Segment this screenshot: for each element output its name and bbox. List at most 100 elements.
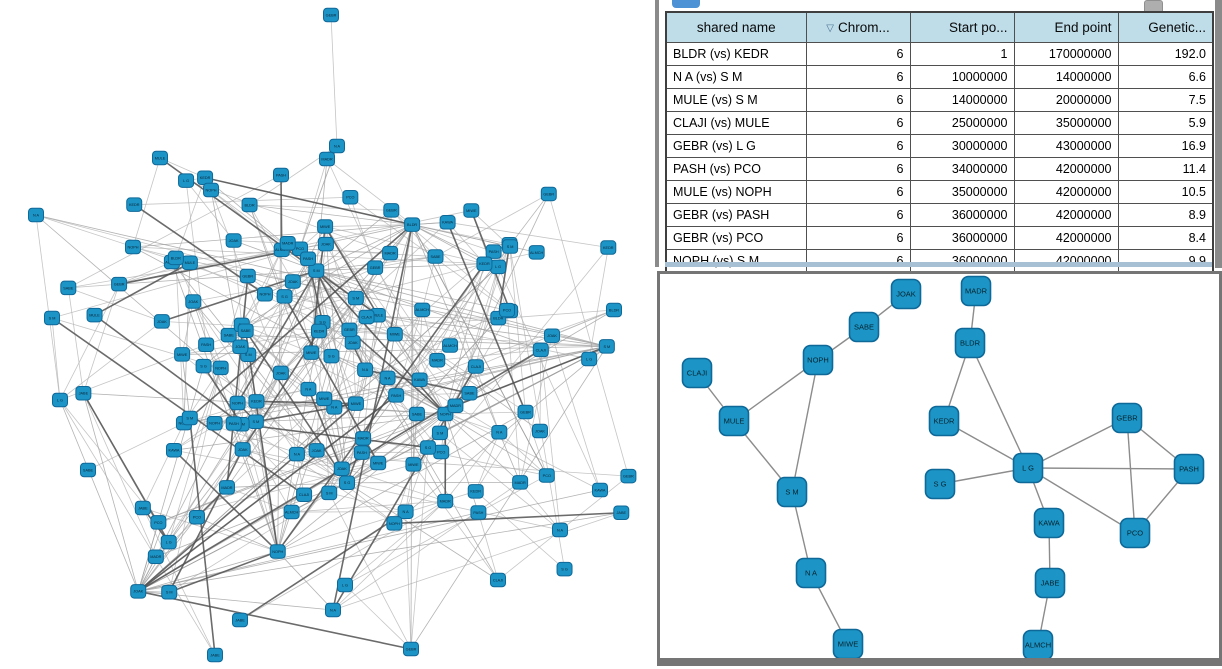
network-node[interactable]: JABE — [232, 612, 248, 628]
network-node[interactable]: BLDR — [954, 327, 986, 359]
network-node[interactable]: MULE — [718, 405, 750, 437]
network-node[interactable]: L G — [581, 351, 598, 367]
network-node[interactable]: MADR — [512, 475, 529, 490]
network-node[interactable]: ALMCH — [528, 245, 545, 260]
edge-table-row[interactable]: GEBR (vs) PASH 6 36000000 42000000 8.9 — [665, 203, 1214, 227]
cell-start-position[interactable]: 25000000 — [909, 111, 1015, 135]
network-node[interactable]: N A — [379, 370, 396, 386]
cell-start-position[interactable]: 1 — [909, 42, 1015, 66]
network-node[interactable]: MIWE — [347, 396, 364, 411]
network-node[interactable]: GEBR — [383, 203, 400, 218]
network-node[interactable]: JOAK — [317, 236, 334, 252]
network-node[interactable]: MIWE — [317, 219, 334, 234]
network-node[interactable]: JOAK — [890, 278, 922, 310]
network-node[interactable]: N A — [397, 504, 414, 519]
network-node[interactable]: KEDR — [476, 256, 493, 271]
network-node[interactable]: S G — [339, 475, 356, 491]
network-node[interactable]: JOAK — [234, 442, 251, 457]
network-node[interactable]: S G — [323, 348, 340, 364]
cell-genetic-distance[interactable]: 8.9 — [1117, 203, 1214, 227]
network-node[interactable]: NOPH — [212, 360, 229, 376]
network-node[interactable]: JOAK — [130, 584, 147, 599]
cell-start-position[interactable]: 34000000 — [909, 157, 1015, 181]
edge-table-row[interactable]: PASH (vs) PCO 6 34000000 42000000 11.4 — [665, 157, 1214, 181]
network-node[interactable]: PCO — [188, 509, 205, 525]
cell-chromosome[interactable]: 6 — [805, 42, 911, 66]
network-node[interactable]: S G — [924, 468, 956, 500]
cell-end-point[interactable]: 43000000 — [1013, 134, 1119, 158]
network-node[interactable]: SABE — [427, 249, 444, 264]
cell-chromosome[interactable]: 6 — [805, 65, 911, 89]
network-node[interactable]: N A — [491, 425, 508, 440]
cell-genetic-distance[interactable]: 16.9 — [1117, 134, 1214, 158]
column-header-shared-name[interactable]: shared name — [665, 11, 807, 43]
network-node[interactable]: JOAK — [344, 335, 361, 350]
network-node[interactable]: MULE — [181, 255, 198, 271]
cell-end-point[interactable]: 42000000 — [1013, 180, 1119, 204]
network-node[interactable]: JOAK — [153, 314, 170, 329]
edge-table-row[interactable]: GEBR (vs) L G 6 30000000 43000000 16.9 — [665, 134, 1214, 158]
network-node[interactable]: MADR — [147, 549, 164, 565]
network-node[interactable]: KEDR — [928, 405, 960, 437]
network-node[interactable]: SABE — [408, 406, 425, 422]
network-node[interactable]: MADR — [218, 480, 235, 495]
network-node[interactable]: KEDR — [248, 394, 265, 409]
cell-chromosome[interactable]: 6 — [805, 249, 911, 274]
cell-shared-name[interactable]: MULE (vs) NOPH — [665, 180, 807, 204]
network-node[interactable]: MIWE — [174, 347, 191, 362]
network-node[interactable]: KAWA — [439, 215, 456, 230]
network-node[interactable]: GEBR — [1111, 402, 1143, 434]
network-node[interactable]: N A — [552, 522, 568, 538]
overview-network-canvas[interactable]: GEBR N A MADR PASH MULE N A BLDR NOPH S M SABE L G… — [0, 0, 656, 669]
network-node[interactable]: NOPH — [125, 239, 141, 255]
network-node[interactable]: MIWE — [370, 455, 387, 471]
network-node[interactable]: SABE — [80, 462, 96, 478]
network-node[interactable]: N A — [357, 362, 374, 378]
network-node[interactable]: S G — [419, 440, 436, 455]
cell-genetic-distance[interactable]: 11.4 — [1117, 157, 1214, 181]
network-node[interactable]: MADR — [960, 275, 992, 307]
network-node[interactable]: ALMCH — [442, 338, 459, 353]
network-node[interactable]: KAWA — [411, 372, 428, 387]
cell-genetic-distance[interactable]: 192.0 — [1117, 42, 1214, 66]
network-node[interactable]: NOPH — [256, 287, 273, 302]
network-node[interactable]: L G — [52, 392, 68, 408]
cell-start-position[interactable]: 35000000 — [909, 180, 1015, 204]
network-node[interactable]: SABE — [60, 280, 77, 296]
network-node[interactable]: JOAK — [284, 274, 301, 289]
network-node[interactable]: KAWA — [165, 442, 182, 458]
network-node[interactable]: GEBR — [403, 641, 419, 657]
network-node[interactable]: S M — [44, 310, 60, 326]
network-node[interactable]: MADR — [355, 431, 372, 446]
network-node[interactable]: JOAK — [308, 443, 325, 458]
network-node[interactable]: KEDR — [310, 323, 327, 339]
network-node[interactable]: JABE — [134, 500, 151, 516]
network-node[interactable]: JABE — [75, 385, 92, 401]
network-node[interactable]: MADR — [382, 245, 399, 261]
cell-end-point[interactable]: 42000000 — [1013, 157, 1119, 181]
cell-end-point[interactable]: 42000000 — [1013, 226, 1119, 250]
cell-chromosome[interactable]: 6 — [805, 157, 911, 181]
cell-end-point[interactable]: 20000000 — [1013, 88, 1119, 112]
network-node[interactable]: KAWA — [1033, 507, 1065, 539]
network-node[interactable]: CLAJI — [532, 342, 549, 358]
network-node[interactable]: PASH — [353, 445, 370, 460]
network-node[interactable]: MIWE — [832, 628, 864, 659]
network-node[interactable]: NOPH — [206, 415, 223, 431]
network-node[interactable]: CLAJI — [296, 487, 313, 502]
cell-end-point[interactable]: 14000000 — [1013, 65, 1119, 89]
network-node[interactable]: N A — [300, 381, 317, 397]
network-node[interactable]: SABE — [461, 385, 478, 401]
cell-start-position[interactable]: 10000000 — [909, 65, 1015, 89]
edge-table-row[interactable]: MULE (vs) NOPH 6 35000000 42000000 10.5 — [665, 180, 1214, 204]
network-node[interactable]: PASH — [300, 251, 317, 266]
network-node[interactable]: S G — [276, 289, 293, 304]
network-node[interactable]: GEBR — [341, 322, 358, 338]
cell-chromosome[interactable]: 6 — [805, 226, 911, 250]
cell-shared-name[interactable]: NOPH (vs) S M — [665, 249, 807, 274]
network-node[interactable]: SABE — [848, 311, 880, 343]
network-node[interactable]: GEBR — [111, 276, 128, 292]
network-node[interactable]: S M — [161, 584, 178, 600]
cell-shared-name[interactable]: GEBR (vs) PASH — [665, 203, 807, 227]
network-node[interactable]: PCO — [499, 302, 516, 318]
